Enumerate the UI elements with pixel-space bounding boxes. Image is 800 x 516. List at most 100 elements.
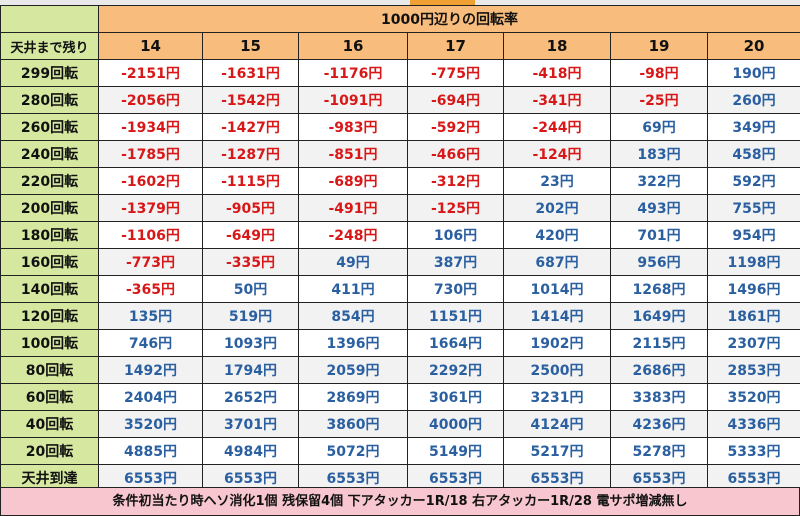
value-cell[interactable]: 2307円 (706, 329, 800, 357)
value-cell[interactable]: 4336円 (706, 410, 800, 438)
value-cell[interactable]: -2056円 (98, 86, 203, 114)
value-cell[interactable]: 322円 (610, 167, 708, 195)
row-label[interactable]: 160回転 (0, 248, 99, 276)
value-cell[interactable]: 493円 (610, 194, 708, 222)
row-label[interactable]: 260回転 (0, 113, 99, 141)
value-cell[interactable]: -1542円 (202, 86, 299, 114)
value-cell[interactable]: 1268円 (610, 275, 708, 303)
row-label[interactable]: 180回転 (0, 221, 99, 249)
value-cell[interactable]: -312円 (407, 167, 504, 195)
row-label[interactable]: 200回転 (0, 194, 99, 222)
value-cell[interactable]: 183円 (610, 140, 708, 168)
value-cell[interactable]: 106円 (407, 221, 504, 249)
row-label[interactable]: 299回転 (0, 59, 99, 87)
row-label[interactable]: 140回転 (0, 275, 99, 303)
value-cell[interactable]: 190円 (706, 59, 800, 87)
value-cell[interactable]: 387円 (407, 248, 504, 276)
value-cell[interactable]: 1414円 (503, 302, 611, 330)
column-header-rate[interactable]: 20 (706, 32, 800, 60)
column-header-rate[interactable]: 15 (202, 32, 299, 60)
value-cell[interactable]: -418円 (503, 59, 611, 87)
value-cell[interactable]: 746円 (98, 329, 203, 357)
column-header-rate[interactable]: 14 (98, 32, 203, 60)
column-header-rate[interactable]: 19 (610, 32, 708, 60)
row-label[interactable]: 80回転 (0, 356, 99, 384)
value-cell[interactable]: -1091円 (298, 86, 408, 114)
value-cell[interactable]: 1664円 (407, 329, 504, 357)
value-cell[interactable]: 755円 (706, 194, 800, 222)
value-cell[interactable]: -1631円 (202, 59, 299, 87)
value-cell[interactable]: -1427円 (202, 113, 299, 141)
value-cell[interactable]: -851円 (298, 140, 408, 168)
corner-cell-top[interactable] (0, 5, 99, 33)
value-cell[interactable]: 1794円 (202, 356, 299, 384)
value-cell[interactable]: 4000円 (407, 410, 504, 438)
row-label[interactable]: 20回転 (0, 437, 99, 465)
value-cell[interactable]: 1093円 (202, 329, 299, 357)
value-cell[interactable]: 1198円 (706, 248, 800, 276)
value-cell[interactable]: 4124円 (503, 410, 611, 438)
value-cell[interactable]: 3860円 (298, 410, 408, 438)
value-cell[interactable]: 5217円 (503, 437, 611, 465)
value-cell[interactable]: 1492円 (98, 356, 203, 384)
value-cell[interactable]: -1379円 (98, 194, 203, 222)
value-cell[interactable]: 2869円 (298, 383, 408, 411)
value-cell[interactable]: 2292円 (407, 356, 504, 384)
value-cell[interactable]: 5072円 (298, 437, 408, 465)
value-cell[interactable]: -773円 (98, 248, 203, 276)
value-cell[interactable]: 202円 (503, 194, 611, 222)
value-cell[interactable]: 3231円 (503, 383, 611, 411)
value-cell[interactable]: 3061円 (407, 383, 504, 411)
value-cell[interactable]: -1106円 (98, 221, 203, 249)
value-cell[interactable]: -341円 (503, 86, 611, 114)
value-cell[interactable]: 854円 (298, 302, 408, 330)
value-cell[interactable]: 1496円 (706, 275, 800, 303)
value-cell[interactable]: -335円 (202, 248, 299, 276)
value-cell[interactable]: 2115円 (610, 329, 708, 357)
value-cell[interactable]: 956円 (610, 248, 708, 276)
value-cell[interactable]: -365円 (98, 275, 203, 303)
value-cell[interactable]: 730円 (407, 275, 504, 303)
value-cell[interactable]: 2853円 (706, 356, 800, 384)
value-cell[interactable]: -124円 (503, 140, 611, 168)
value-cell[interactable]: -125円 (407, 194, 504, 222)
value-cell[interactable]: 2404円 (98, 383, 203, 411)
value-cell[interactable]: 687円 (503, 248, 611, 276)
value-cell[interactable]: -1602円 (98, 167, 203, 195)
row-label[interactable]: 60回転 (0, 383, 99, 411)
value-cell[interactable]: 1902円 (503, 329, 611, 357)
value-cell[interactable]: 458円 (706, 140, 800, 168)
value-cell[interactable]: 519円 (202, 302, 299, 330)
value-cell[interactable]: 50円 (202, 275, 299, 303)
value-cell[interactable]: -1115円 (202, 167, 299, 195)
value-cell[interactable]: 4885円 (98, 437, 203, 465)
value-cell[interactable]: 3520円 (98, 410, 203, 438)
value-cell[interactable]: 3383円 (610, 383, 708, 411)
value-cell[interactable]: 23円 (503, 167, 611, 195)
value-cell[interactable]: 3701円 (202, 410, 299, 438)
value-cell[interactable]: -1287円 (202, 140, 299, 168)
value-cell[interactable]: 2059円 (298, 356, 408, 384)
row-label[interactable]: 280回転 (0, 86, 99, 114)
column-header-rate[interactable]: 16 (298, 32, 408, 60)
value-cell[interactable]: 3520円 (706, 383, 800, 411)
value-cell[interactable]: -1785円 (98, 140, 203, 168)
value-cell[interactable]: -244円 (503, 113, 611, 141)
value-cell[interactable]: 411円 (298, 275, 408, 303)
value-cell[interactable]: -248円 (298, 221, 408, 249)
value-cell[interactable]: -775円 (407, 59, 504, 87)
value-cell[interactable]: -25円 (610, 86, 708, 114)
row-label[interactable]: 40回転 (0, 410, 99, 438)
value-cell[interactable]: -694円 (407, 86, 504, 114)
value-cell[interactable]: 1396円 (298, 329, 408, 357)
value-cell[interactable]: 49円 (298, 248, 408, 276)
value-cell[interactable]: -1176円 (298, 59, 408, 87)
value-cell[interactable]: 2652円 (202, 383, 299, 411)
value-cell[interactable]: -466円 (407, 140, 504, 168)
value-cell[interactable]: 260円 (706, 86, 800, 114)
row-label[interactable]: 100回転 (0, 329, 99, 357)
row-label[interactable]: 220回転 (0, 167, 99, 195)
value-cell[interactable]: 4236円 (610, 410, 708, 438)
rate-header[interactable]: 1000円辺りの回転率 (97, 5, 800, 33)
value-cell[interactable]: -649円 (202, 221, 299, 249)
